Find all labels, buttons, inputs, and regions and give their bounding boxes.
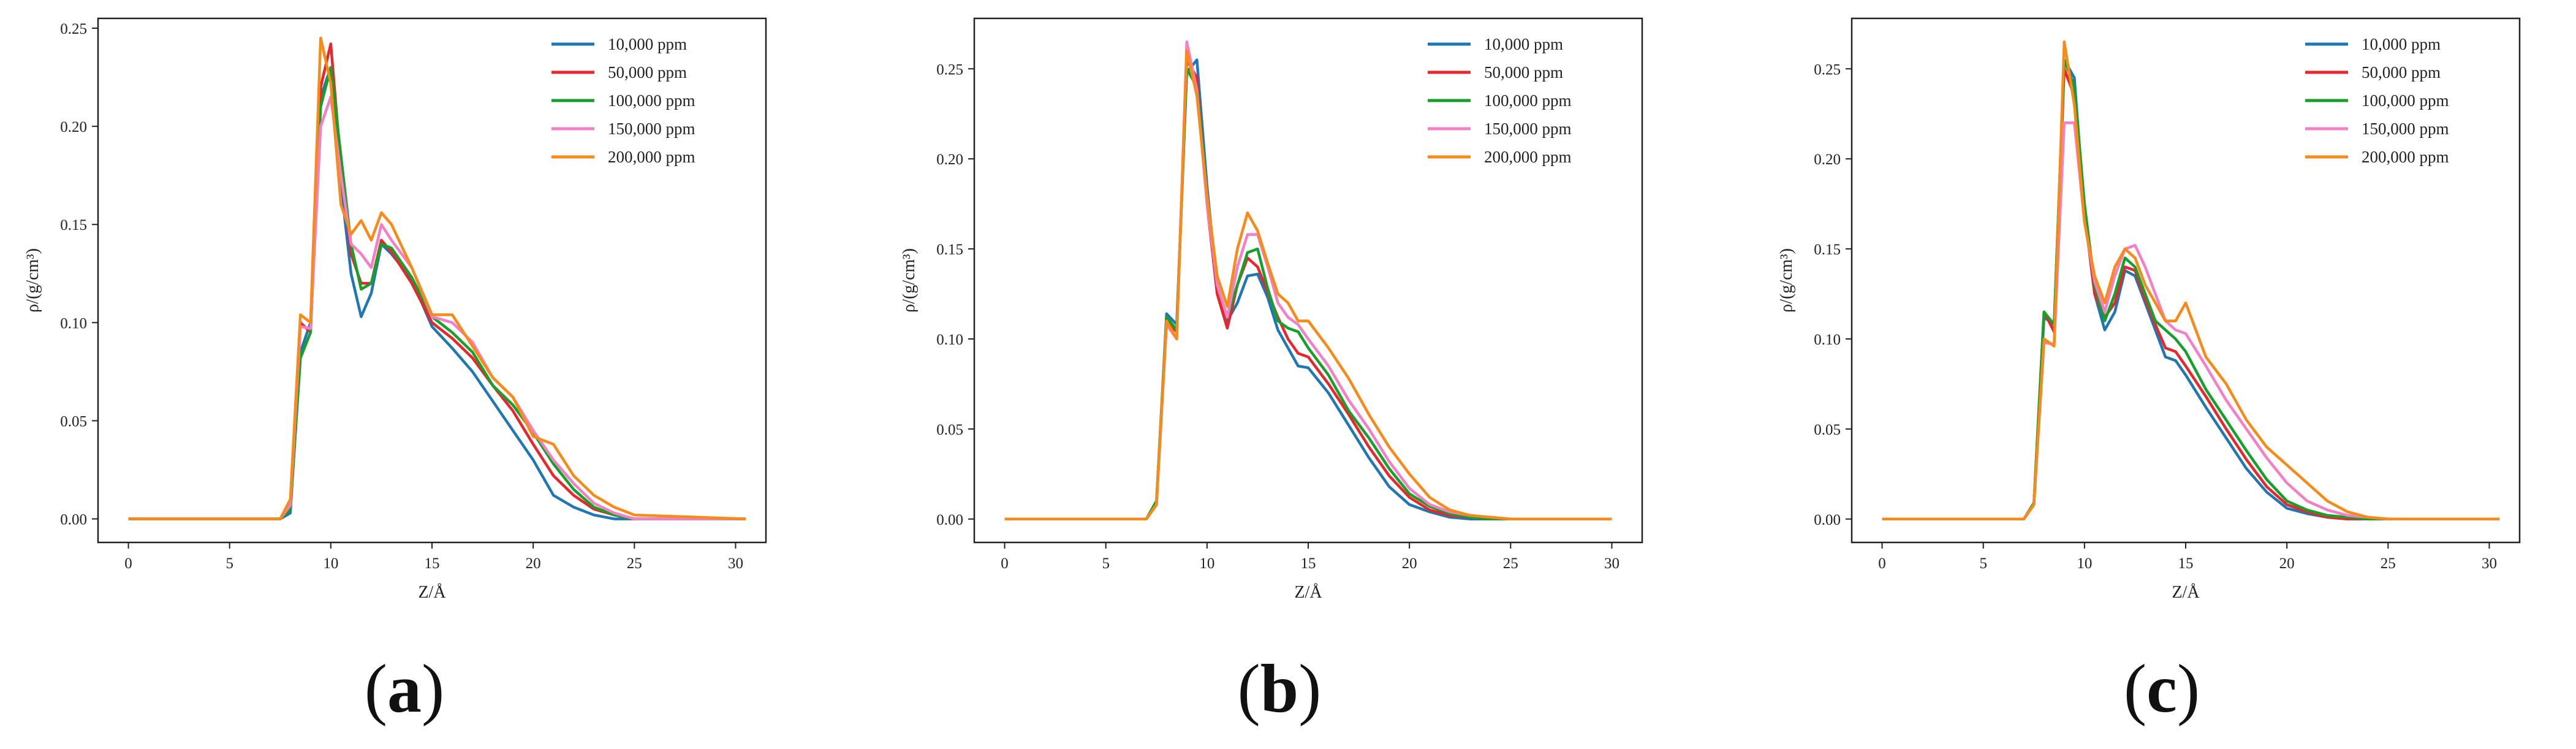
x-tick-label: 5 [225,555,233,572]
legend-label: 200,000 ppm [1484,148,1572,166]
x-tick-label: 20 [2279,555,2295,572]
legend-label: 10,000 ppm [1484,35,1563,53]
legend: 10,000 ppm 50,000 ppm 100,000 ppm 150,000 p… [551,35,695,166]
x-axis-label: Z/Å [1294,583,1322,602]
y-axis-label: ρ/(g/cm³) [900,248,919,313]
legend-label: 150,000 ppm [608,120,695,138]
y-tick-label: 0.20 [60,119,87,135]
legend-label: 100,000 ppm [2362,91,2449,110]
x-tick-label: 10 [323,555,338,572]
legend-label: 50,000 ppm [1484,63,1563,82]
legend-label: 150,000 ppm [2362,120,2449,138]
x-tick-label: 25 [2381,555,2396,572]
legend-label: 100,000 ppm [608,91,695,110]
x-axis-label: Z/Å [2172,583,2200,602]
x-tick-label: 25 [627,555,642,572]
x-axis-label: Z/Å [418,583,446,602]
legend-label: 150,000 ppm [1484,120,1572,138]
x-tick-label: 20 [1402,555,1417,572]
series-line-200000ppm [1004,49,1612,521]
legend-label: 50,000 ppm [2362,63,2441,82]
y-tick-label: 0.00 [60,512,87,528]
panel-caption-c: (c) [2123,651,2200,727]
y-tick-label: 0.15 [60,217,87,234]
x-tick-label: 0 [124,555,132,572]
y-axis-label: ρ/(g/cm³) [1777,248,1796,313]
y-tick-label: 0.10 [60,315,87,332]
series-lines [1882,40,2499,521]
legend-label: 10,000 ppm [2362,35,2441,53]
y-tick-label: 0.20 [1814,151,1841,168]
x-tick-label: 5 [1979,555,1987,572]
legend: 10,000 ppm 50,000 ppm 100,000 ppm 150,000 p… [1428,35,1572,166]
x-tick-label: 30 [728,555,743,572]
chart-panel-c: 0 5 10 15 20 25 30 0.00 0.05 0.10 0.15 0.20 0.25 Z/Å ρ… [1754,0,2576,749]
x-tick-label: 5 [1102,555,1110,572]
legend-label: 10,000 ppm [608,35,687,53]
x-tick-label: 25 [1503,555,1518,572]
y-tick-label: 0.15 [936,241,963,258]
x-tick-label: 30 [2482,555,2497,572]
y-tick-label: 0.25 [1814,61,1841,78]
y-tick-label: 0.10 [936,332,963,348]
y-tick-label: 0.00 [936,512,963,528]
legend-label: 200,000 ppm [2362,148,2449,166]
legend-label: 50,000 ppm [608,63,687,82]
y-tick-label: 0.25 [936,61,963,78]
y-tick-label: 0.05 [936,422,963,438]
x-tick-label: 20 [526,555,541,572]
series-line-150000ppm [1004,40,1612,521]
line-chart: 0 5 10 15 20 25 30 0.00 0.05 0.10 0.15 0.20 0.25 Z/Å ρ… [900,17,1643,602]
line-chart: 0 5 10 15 20 25 30 0.00 0.05 0.10 0.15 0.20 0.25 Z/Å ρ… [1777,17,2521,602]
line-chart: 0 5 10 15 20 25 30 0.00 0.05 0.10 0.15 0.20 0.25 Z/Å ρ… [23,17,767,602]
x-tick-label: 15 [425,555,440,572]
y-tick-label: 0.00 [1814,512,1841,528]
series-line-200000ppm [1882,40,2499,521]
x-tick-label: 30 [1604,555,1619,572]
series-lines [128,36,746,520]
series-line-200000ppm [128,36,746,520]
panel-caption-a: (a) [364,651,445,727]
series-line-150000ppm [1882,121,2499,521]
panel-caption-b: (b) [1237,651,1322,727]
legend-label: 200,000 ppm [608,148,695,166]
y-axis-label: ρ/(g/cm³) [23,248,42,313]
y-tick-label: 0.10 [1814,332,1841,348]
series-line-50000ppm [128,42,746,520]
x-tick-label: 15 [1301,555,1316,572]
legend-label: 100,000 ppm [1484,91,1572,110]
chart-panel-a: 0 5 10 15 20 25 30 0.00 0.05 0.10 0.15 0.20 0.25 Z/Å ρ… [0,0,858,749]
x-tick-label: 10 [2077,555,2092,572]
series-lines [1004,40,1612,521]
y-tick-label: 0.05 [1814,422,1841,438]
x-tick-label: 0 [1001,555,1009,572]
x-tick-label: 0 [1878,555,1886,572]
legend: 10,000 ppm 50,000 ppm 100,000 ppm 150,000 p… [2305,35,2449,166]
y-tick-label: 0.15 [1814,241,1841,258]
x-tick-label: 15 [2178,555,2194,572]
x-tick-label: 10 [1199,555,1214,572]
y-tick-label: 0.05 [60,413,87,430]
chart-panel-b: 0 5 10 15 20 25 30 0.00 0.05 0.10 0.15 0.20 0.25 Z/Å ρ… [876,0,1734,749]
y-tick-label: 0.25 [60,21,87,37]
y-tick-label: 0.20 [936,151,963,168]
